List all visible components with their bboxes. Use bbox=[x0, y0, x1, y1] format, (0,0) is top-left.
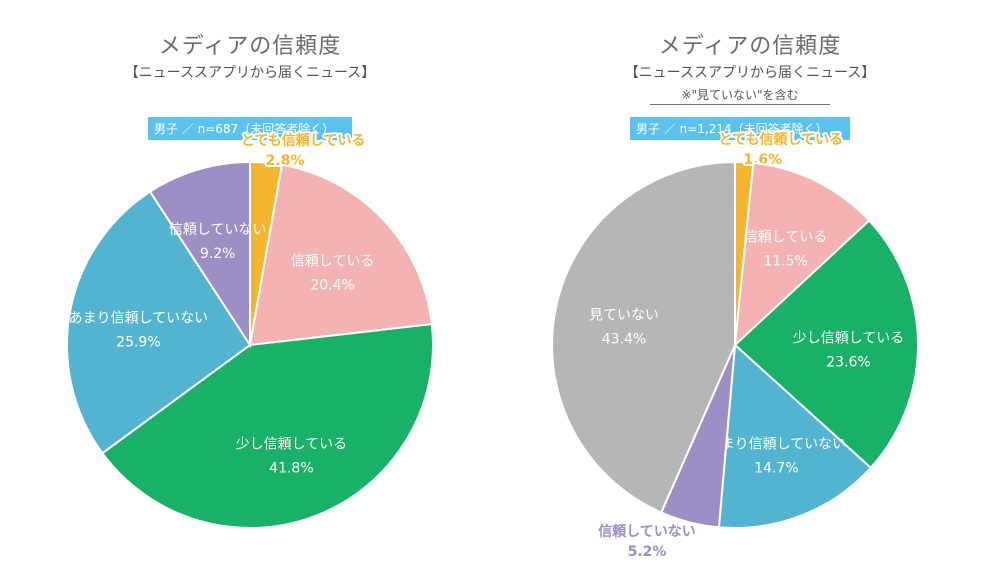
slice-value-no_trust: 9.2% bbox=[200, 246, 236, 262]
pie-slice-not_watched bbox=[551, 160, 736, 514]
slice-label-somewhat_trust: 少し信頼している bbox=[236, 437, 348, 453]
right-chart-panel: メディアの信頼度 【ニューススアプリから届くニュース】 ※"見ていない"を含む … bbox=[500, 0, 1000, 562]
slice-value-trust: 20.4% bbox=[310, 277, 354, 293]
slice-value-no_trust: 5.2% bbox=[628, 544, 667, 560]
sample-size-badge: 男子 ／ n=687（未回答者除く） bbox=[148, 117, 352, 140]
chart-subtitle: 【ニューススアプリから届くニュース】 bbox=[624, 65, 876, 81]
slice-label-very_trust: とても信頼している bbox=[241, 132, 365, 149]
pie-chart-right: とても信頼している1.6%信頼している11.5%少し信頼している23.6%あまり… bbox=[551, 129, 919, 562]
pie-slice-not_much_trust bbox=[66, 190, 252, 455]
slice-label-not_much_trust: あまり信頼していない bbox=[69, 311, 209, 327]
slice-label-not_watched: 見ていない bbox=[589, 308, 659, 324]
slice-value-trust: 11.5% bbox=[763, 253, 807, 269]
chart-title: メディアの信頼度 bbox=[158, 34, 342, 59]
pie-slice-somewhat_trust bbox=[100, 322, 434, 529]
slice-label-trust: 信頼している bbox=[744, 229, 828, 245]
left-chart-panel: メディアの信頼度 【ニューススアプリから届くニュース】 男子 ／ n=687（未… bbox=[66, 34, 434, 529]
slice-value-somewhat_trust: 23.6% bbox=[826, 354, 870, 370]
chart-subtitle: 【ニューススアプリから届くニュース】 bbox=[124, 65, 376, 81]
slice-value-very_trust: 2.8% bbox=[266, 153, 305, 169]
slice-label-trust: 信頼している bbox=[291, 253, 375, 269]
slice-label-no_trust: 信頼していない bbox=[169, 222, 267, 238]
slice-label-not_much_trust: あまり信頼していない bbox=[707, 437, 847, 453]
slice-value-not_much_trust: 25.9% bbox=[116, 335, 160, 351]
pie-chart-left: とても信頼している 2.8% 信頼している 20.4% 少し信頼している 41.8% あまり… bbox=[66, 130, 434, 529]
chart-note: ※"見ていない"を含む bbox=[650, 86, 830, 105]
slice-label-no_trust: 信頼していない bbox=[598, 523, 696, 540]
pie-slice-somewhat_trust bbox=[733, 219, 919, 470]
slice-value-not_much_trust: 14.7% bbox=[754, 461, 798, 477]
pie-slice-trust bbox=[733, 161, 871, 348]
slice-value-somewhat_trust: 41.8% bbox=[269, 461, 313, 477]
slice-label-very_trust: とても信頼している bbox=[719, 131, 843, 148]
slice-label-somewhat_trust: 少し信頼している bbox=[793, 330, 905, 346]
pie-slice-not_much_trust bbox=[717, 342, 873, 529]
chart-title: メディアの信頼度 bbox=[658, 34, 842, 59]
sample-size-badge: 男子 ／ n=1,214（未回答者除く） bbox=[630, 117, 850, 140]
slice-value-not_watched: 43.4% bbox=[602, 332, 646, 348]
pie-slice-no_trust bbox=[148, 160, 251, 349]
pie-slice-trust bbox=[248, 163, 433, 347]
